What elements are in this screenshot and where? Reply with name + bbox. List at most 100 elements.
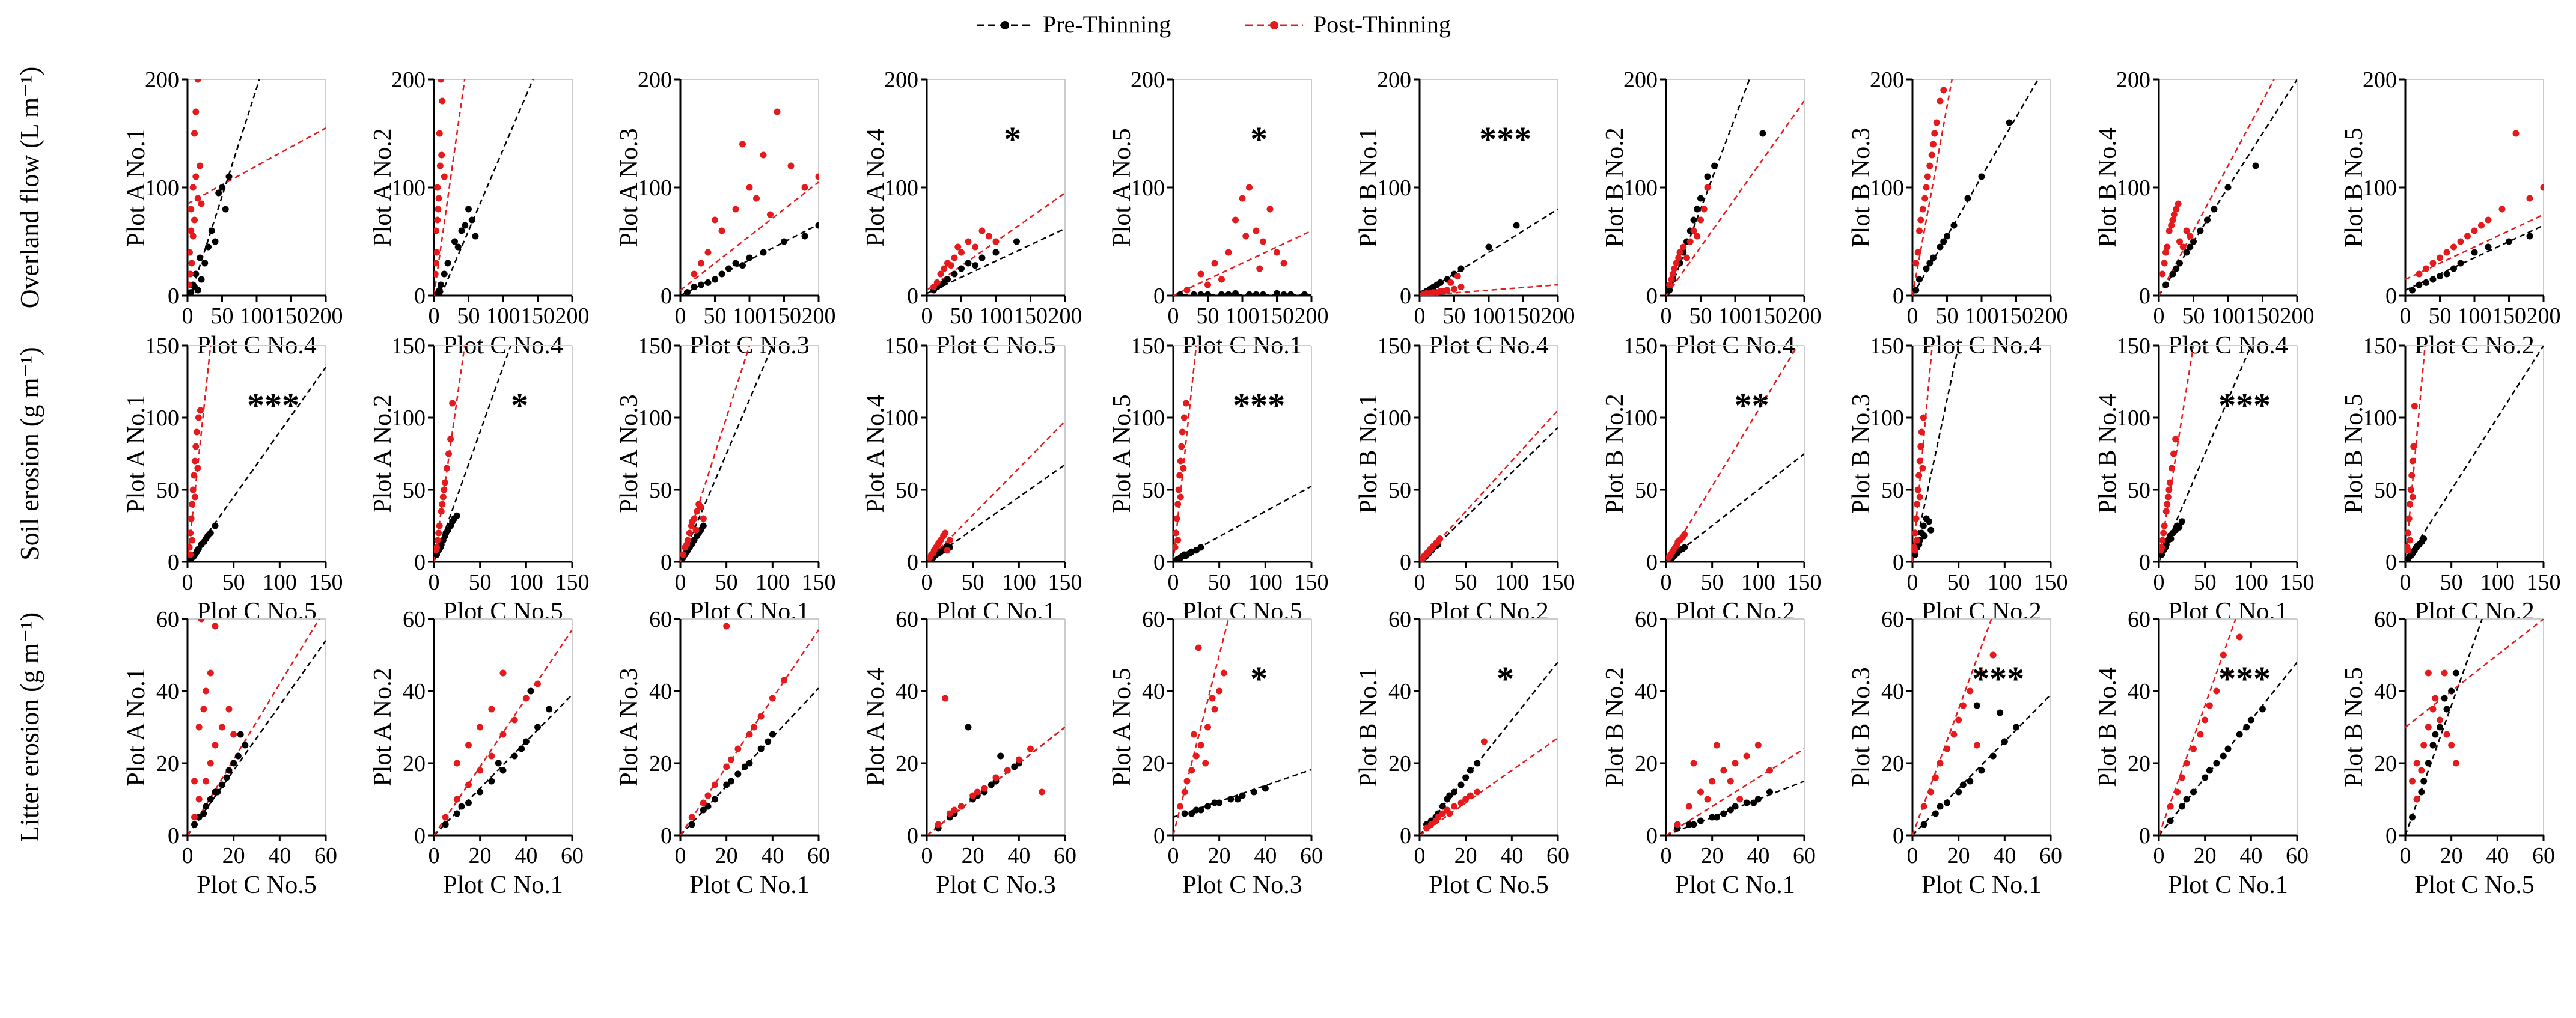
pre-thinning-point (207, 796, 214, 803)
pre-thinning-point (1280, 291, 1287, 296)
pre-thinning-point (815, 222, 819, 229)
row-titles: Overland flow (L m⁻¹) Soil erosion (g m⁻¹… (15, 67, 44, 842)
pre-thinning-point (965, 260, 972, 267)
pre-thinning-point (1713, 814, 1720, 821)
pre-thinning-point (203, 803, 210, 810)
y-tick-label: 0 (661, 823, 672, 849)
y-tick-label: 40 (1635, 679, 1658, 704)
y-tick-label: 150 (2116, 334, 2150, 359)
post-thinning-point (680, 551, 687, 558)
y-tick-label: 100 (391, 175, 426, 201)
y-tick-label: 100 (145, 406, 179, 431)
post-thinning-point (1704, 184, 1711, 191)
pre-thinning-point (2006, 119, 2013, 126)
y-tick-label: 40 (649, 679, 672, 704)
x-tick-label: 100 (2234, 570, 2268, 595)
post-thinning-point (2162, 249, 2169, 256)
post-thinning-point (1428, 545, 1435, 552)
pre-thinning-point (1704, 173, 1711, 180)
pre-thinning-point (1451, 788, 1457, 796)
post-thinning-point (1912, 260, 1920, 267)
y-tick-label: 0 (2385, 550, 2397, 575)
post-thinning-point (958, 249, 965, 256)
panel-plot-area (680, 623, 819, 835)
post-thinning-point (1204, 281, 1211, 288)
x-tick-label: 60 (807, 843, 830, 868)
pre-thinning-point (1513, 222, 1520, 229)
post-thinning-fit-line (2405, 346, 2426, 562)
y-axis-label: Plot B No.1 (1355, 127, 1382, 248)
post-thinning-point (951, 254, 958, 261)
significance-label: * (1004, 120, 1021, 159)
pre-thinning-point (2178, 803, 2185, 810)
y-tick-label: 150 (145, 334, 179, 359)
post-thinning-point (935, 821, 942, 828)
post-thinning-point (1439, 810, 1446, 817)
y-tick-label: 0 (2139, 284, 2150, 309)
post-thinning-point (449, 400, 456, 407)
y-axis-label: Plot B No.3 (1848, 394, 1875, 514)
y-axis-label: Plot B No.2 (1601, 394, 1629, 514)
pre-thinning-point (458, 227, 465, 234)
post-thinning-point (438, 151, 445, 159)
y-tick-label: 150 (1377, 334, 1411, 359)
x-tick-label: 60 (1793, 843, 1816, 868)
post-thinning-point (188, 515, 195, 522)
x-tick-label: 50 (1208, 570, 1231, 595)
post-thinning-point (1680, 243, 1687, 251)
post-thinning-point (225, 706, 233, 713)
pre-thinning-point (197, 254, 204, 261)
pre-thinning-point (1197, 291, 1204, 296)
post-thinning-point (2175, 200, 2182, 207)
post-thinning-point (441, 486, 448, 493)
x-tick-label: 0 (2400, 303, 2411, 329)
pre-thinning-point (458, 803, 465, 810)
post-thinning-point (2407, 501, 2414, 508)
pre-thinning-point (2506, 238, 2512, 245)
post-thinning-point (434, 270, 439, 278)
pre-thinning-point (2443, 706, 2450, 713)
significance-label: * (511, 386, 528, 425)
post-thinning-point (734, 745, 742, 752)
x-tick-label: 200 (802, 303, 836, 329)
x-tick-label: 100 (1718, 303, 1753, 329)
pre-thinning-point (801, 233, 808, 240)
post-thinning-point (212, 623, 219, 630)
post-thinning-point (1700, 206, 1708, 213)
panel-plot-area (434, 629, 572, 835)
post-thinning-point (2409, 493, 2416, 501)
pre-thinning-point (1937, 243, 1944, 251)
post-thinning-point (1225, 249, 1232, 256)
y-axis-label: Plot A No.4 (862, 128, 890, 246)
post-thinning-point (1432, 817, 1439, 824)
post-thinning-point (1932, 774, 1939, 781)
pre-thinning-point (488, 778, 495, 785)
post-thinning-point (944, 547, 951, 554)
y-tick-label: 200 (391, 67, 426, 93)
post-thinning-point (1978, 669, 1985, 677)
post-thinning-point (1989, 651, 1997, 659)
x-tick-label: 20 (715, 843, 738, 868)
post-thinning-point (2464, 233, 2471, 240)
y-axis-label: Plot A No.1 (123, 128, 150, 246)
y-tick-label: 60 (1881, 607, 1904, 632)
post-thinning-point (2168, 465, 2175, 472)
pre-thinning-point (1176, 555, 1183, 562)
post-thinning-point (2418, 767, 2425, 774)
x-tick-label: 100 (2211, 303, 2245, 329)
post-thinning-point (188, 281, 192, 288)
post-thinning-point (694, 508, 701, 515)
post-thinning-point (438, 508, 445, 515)
post-thinning-point (1180, 465, 1187, 472)
post-thinning-point (2429, 706, 2437, 713)
post-thinning-point (2162, 508, 2170, 515)
post-thinning-point (1039, 788, 1046, 796)
x-tick-label: 150 (1295, 570, 1329, 595)
post-thinning-point (1179, 428, 1186, 436)
pre-thinning-point (1181, 810, 1188, 817)
x-tick-label: 40 (2486, 843, 2509, 868)
post-thinning-point (1176, 472, 1183, 479)
pre-thinning-point (1253, 291, 1260, 296)
